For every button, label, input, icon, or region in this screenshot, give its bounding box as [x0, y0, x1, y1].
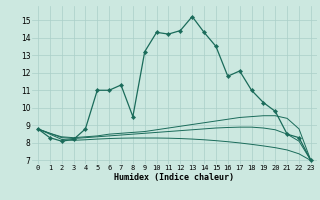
X-axis label: Humidex (Indice chaleur): Humidex (Indice chaleur) — [115, 173, 234, 182]
